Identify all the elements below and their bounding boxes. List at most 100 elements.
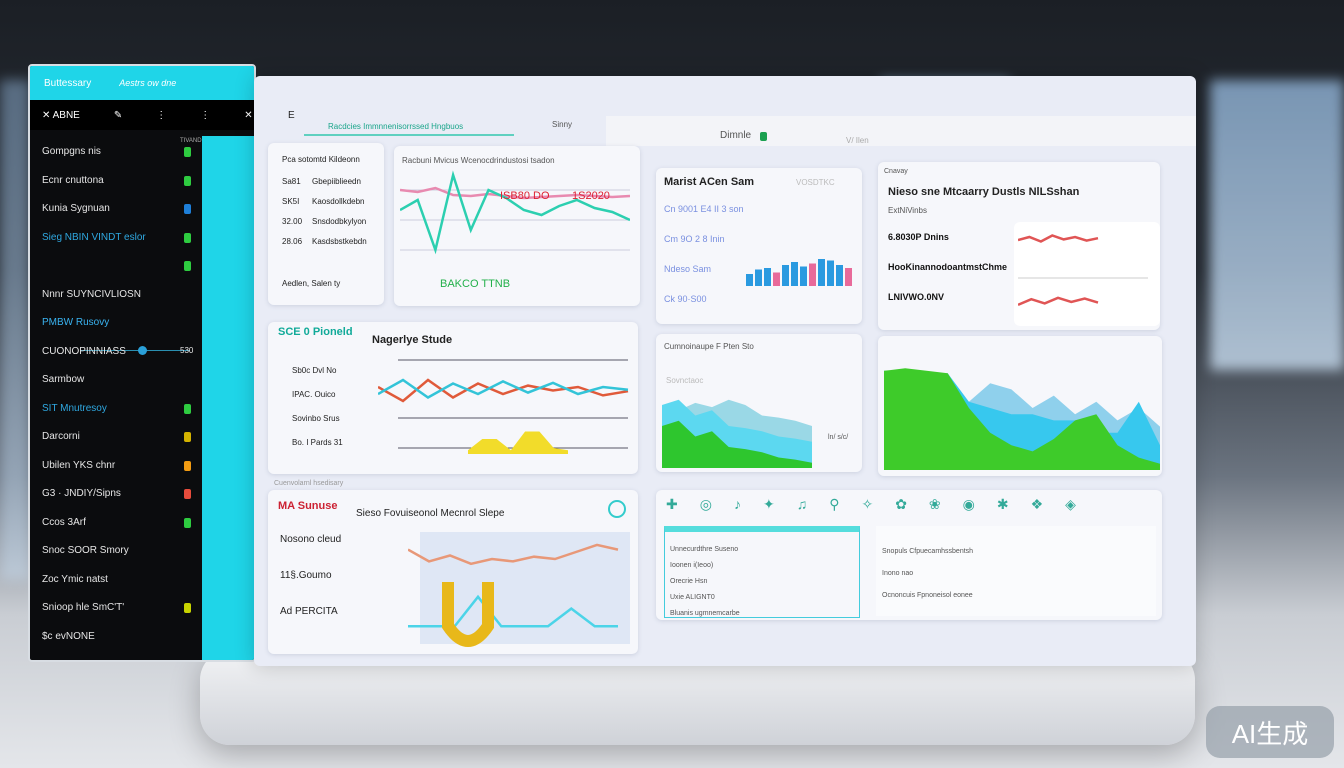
toolbar-user-button[interactable]: ✕ ABNE	[42, 109, 80, 121]
toolbar-glyph-icon[interactable]: ✿	[895, 496, 907, 512]
status-dot-icon	[184, 432, 191, 442]
series-line	[400, 186, 630, 200]
bar	[809, 263, 816, 286]
toolbar-glyph-icon[interactable]: ✦	[762, 496, 775, 512]
sidebar-slider[interactable]	[80, 350, 190, 351]
card-multi-line: SCE 0 Pioneld Nagerlye Stude Sb0c Dvl No…	[268, 322, 638, 474]
sidebar-item[interactable]: Ecnr cnuttona	[42, 174, 104, 186]
chart-value-2: 1S2020	[572, 190, 610, 202]
list-row: Sb0c Dvl No	[292, 366, 337, 375]
header-bar	[606, 116, 1196, 146]
sidebar-item[interactable]: CUONOPINNIASS	[42, 345, 126, 357]
bar	[773, 272, 780, 286]
card-title: Nieso sne Mtcaarry Dustls NlLSshan	[888, 186, 1080, 198]
toolbar-glyph-icon[interactable]: ✧	[861, 496, 874, 512]
toolbar-glyph-icon[interactable]: ♪	[733, 496, 741, 512]
toolbar-glyph-icon[interactable]: ♫	[796, 496, 808, 512]
sidebar-item[interactable]: G3 · JNDIY/Sipns	[42, 488, 121, 499]
sidebar-item[interactable]: Zoc Ymic natst	[42, 573, 108, 585]
toolbar-glyph-icon[interactable]: ◉	[962, 496, 975, 512]
row-cell: SK5I	[282, 197, 300, 206]
list-row: Ndeso Sam	[664, 264, 712, 274]
toolbar-glyph-icon[interactable]: ✱	[996, 496, 1009, 512]
sidebar-item[interactable]: Kunia Sygnuan	[42, 203, 110, 214]
sidebar-item[interactable]: Gompgns nis	[42, 146, 101, 157]
sidebar-item[interactable]: Sieg NBIN VINDT eslor	[42, 231, 146, 243]
sidebar-item[interactable]: Sarmbow	[42, 374, 85, 385]
status-dot-icon	[184, 403, 191, 414]
sidebar-item[interactable]: Ccos 3Arf	[42, 516, 86, 528]
list-row: 11§.Goumo	[280, 570, 332, 581]
bar	[845, 268, 852, 286]
gauge-arc	[442, 582, 494, 647]
table-panel-left	[664, 526, 860, 618]
status-dot-icon	[184, 175, 191, 186]
toolbar-glyph-icon[interactable]: ◈	[1065, 496, 1076, 512]
status-dot-icon	[184, 261, 191, 271]
sidebar-toolbar: ✕ ABNE ✎ ⋮ ⋮ ✕	[30, 100, 254, 130]
header-title: Dimnle	[720, 130, 752, 141]
slider-handle[interactable]	[138, 346, 147, 355]
tab-overview[interactable]: Racdcies Immnnenisorrssed Hngbuos	[328, 122, 464, 131]
tab-secondary[interactable]: Sinny	[552, 120, 573, 129]
sidebar-item[interactable]: Darcorni	[42, 431, 80, 442]
bar	[818, 259, 825, 286]
list-row: Ocnoncuis Fpnoneisol eonee	[882, 592, 973, 599]
sidebar-item[interactable]: SIT Mnutresoy	[42, 402, 107, 414]
toolbar-glyph-icon[interactable]: ❖	[1030, 496, 1044, 512]
row-cell: 32.00	[282, 217, 303, 226]
bar	[800, 266, 807, 286]
card-title: Racbuni Mvicus Wcenocdrindustosi tsadon	[402, 156, 555, 165]
sidebar-item[interactable]: $c evNONE	[42, 630, 95, 642]
card-gauge: MA Sunuse Sieso Fovuiseonol Mecnrol Slep…	[268, 490, 638, 654]
sidebar-item[interactable]: Snoc SOOR Smory	[42, 545, 129, 556]
bar	[836, 265, 843, 286]
list-row: Unnecurdthre Suseno	[670, 546, 739, 553]
line-chart	[400, 170, 630, 255]
list-row: HooKinannodoantmstChme	[888, 262, 1007, 272]
tab-underline	[304, 134, 514, 136]
chart-footer: BAKCO TTNB	[440, 278, 511, 290]
list-row: Sovinbo Srus	[292, 414, 340, 423]
list-row: LNIVWO.0NV	[888, 292, 945, 302]
toolbar-label: ABNE	[52, 109, 80, 121]
bar	[791, 262, 798, 286]
list-row: Bluanis ugmnemcarbe	[670, 610, 740, 617]
sidebar-title: Buttessary	[44, 77, 92, 89]
back-button[interactable]: E	[288, 110, 295, 121]
refresh-icon[interactable]	[608, 500, 626, 518]
sidebar-status: TIVAND	[180, 138, 202, 144]
status-dot-icon	[184, 204, 191, 214]
sidebar-item[interactable]: PMBW Rusovy	[42, 317, 110, 328]
section-header: Cuenvolarnl hsedisary	[274, 480, 344, 487]
more-icon[interactable]: ⋮	[156, 109, 167, 121]
card-line-chart: Racbuni Mvicus Wcenocdrindustosi tsadon …	[394, 146, 640, 306]
bar	[827, 260, 834, 286]
gauge-chart	[408, 532, 630, 647]
multi-line-chart	[378, 359, 629, 454]
series-line	[408, 543, 619, 566]
area-chart	[662, 399, 812, 468]
status-dot-icon	[184, 147, 191, 157]
list-row: Inono nao	[882, 570, 914, 577]
list-row: Ad PERCITA	[280, 606, 338, 617]
list-row: Orecrie Hsn	[670, 578, 708, 585]
card-footer: Aedlen, Salen ty	[282, 279, 341, 288]
sidebar-item[interactable]: Nnnr SUYNCIVLIOSN	[42, 288, 141, 300]
toolbar-glyph-icon[interactable]: ⚲	[829, 496, 840, 512]
status-dot-icon	[184, 517, 191, 528]
toolbar-glyph-icon[interactable]: ❀	[928, 496, 941, 512]
row-cell: Sa81	[282, 177, 301, 186]
card-subtitle: VOSDTKC	[796, 178, 835, 187]
chart-value-1: ISB80 DO	[500, 190, 550, 202]
axis-label: ln/ s/c/	[828, 434, 849, 441]
sidebar-item[interactable]: Ubilen YKS chnr	[42, 459, 116, 471]
toolbar-glyph-icon[interactable]: ◎	[699, 496, 712, 512]
close-icon[interactable]: ✕	[244, 109, 253, 121]
sidebar-item[interactable]: Snioop hle SmC'T'	[42, 602, 125, 613]
row-cell: Kasdsbstkebdn	[312, 237, 367, 246]
card-title: Nagerlye Stude	[372, 334, 453, 346]
more-icon-2[interactable]: ⋮	[200, 109, 211, 121]
edit-icon[interactable]: ✎	[113, 109, 123, 121]
toolbar-glyph-icon[interactable]: ✚	[666, 496, 678, 512]
